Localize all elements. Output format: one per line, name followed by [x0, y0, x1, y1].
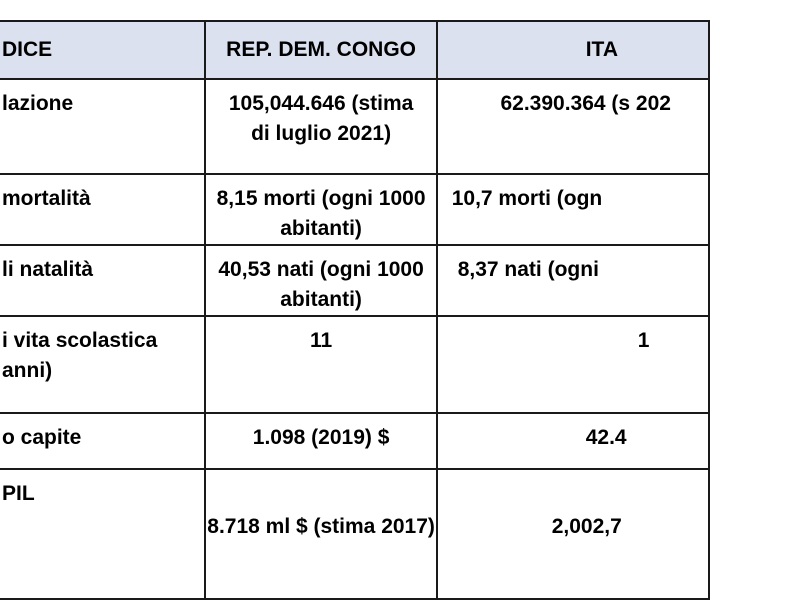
table-row: mortalità 8,15 morti (ogni 1000 abitanti…: [0, 173, 711, 246]
table-header-row: DICE REP. DEM. CONGO ITA: [0, 20, 711, 80]
row-label-cell: i vita scolastica anni): [0, 315, 207, 414]
header-cell-congo: REP. DEM. CONGO: [204, 20, 438, 80]
italy-value-cell: 1: [435, 315, 711, 414]
italy-value: 62.390.364 (s 202: [500, 92, 671, 115]
table-row: PIL 8.718 ml $ (stima 2017) 2,002,7: [0, 468, 711, 600]
congo-value: 105,044.646 (stima di luglio 2021): [228, 92, 414, 145]
header-congo-label: REP. DEM. CONGO: [226, 38, 416, 61]
italy-value: 8,37 nati (ogni: [457, 258, 599, 281]
italy-value: 10,7 morti (ogn: [451, 187, 603, 210]
row-label-cell: mortalità: [0, 173, 207, 246]
italy-value-cell: 42.4: [435, 412, 711, 470]
row-label-cell: PIL: [0, 468, 207, 600]
row-label: lazione: [2, 92, 74, 115]
congo-value: 1.098 (2019) $: [252, 426, 390, 449]
italy-value-cell: 62.390.364 (s 202: [435, 78, 711, 175]
row-label: PIL: [2, 482, 35, 505]
row-label: i vita scolastica anni): [2, 329, 158, 382]
row-label-cell: lazione: [0, 78, 207, 175]
italy-value-cell: 10,7 morti (ogn: [435, 173, 711, 246]
row-label: mortalità: [2, 187, 91, 210]
header-cell-italy: ITA: [435, 20, 711, 80]
row-label-cell: o capite: [0, 412, 207, 470]
row-label: li natalità: [2, 258, 94, 281]
table-row: li natalità 40,53 nati (ogni 1000 abitan…: [0, 244, 711, 317]
italy-value-cell: 2,002,7: [435, 468, 711, 600]
congo-value-cell: 11: [204, 315, 438, 414]
congo-value-cell: 1.098 (2019) $: [204, 412, 438, 470]
table-row: lazione 105,044.646 (stima di luglio 202…: [0, 78, 711, 175]
header-italy-label: ITA: [585, 38, 618, 61]
congo-value-cell: 8.718 ml $ (stima 2017): [204, 468, 438, 600]
congo-value: 8.718 ml $ (stima 2017): [207, 515, 435, 538]
italy-value-cell: 8,37 nati (ogni: [435, 244, 711, 317]
table-row: o capite 1.098 (2019) $ 42.4: [0, 412, 711, 470]
congo-value: 11: [309, 329, 333, 352]
row-label-cell: li natalità: [0, 244, 207, 317]
header-index-label: DICE: [2, 38, 53, 61]
italy-value: 1: [637, 329, 650, 352]
congo-value: 8,15 morti (ogni 1000 abitanti): [216, 187, 426, 240]
italy-value: 42.4: [585, 426, 627, 449]
row-label: o capite: [2, 426, 82, 449]
comparison-table: DICE REP. DEM. CONGO ITA lazione 105,044…: [0, 20, 711, 600]
header-cell-index: DICE: [0, 20, 207, 80]
italy-value: 2,002,7: [551, 515, 622, 538]
congo-value-cell: 105,044.646 (stima di luglio 2021): [204, 78, 438, 175]
table-row: i vita scolastica anni) 11 1: [0, 315, 711, 414]
congo-value-cell: 40,53 nati (ogni 1000 abitanti): [204, 244, 438, 317]
congo-value-cell: 8,15 morti (ogni 1000 abitanti): [204, 173, 438, 246]
congo-value: 40,53 nati (ogni 1000 abitanti): [218, 258, 424, 311]
